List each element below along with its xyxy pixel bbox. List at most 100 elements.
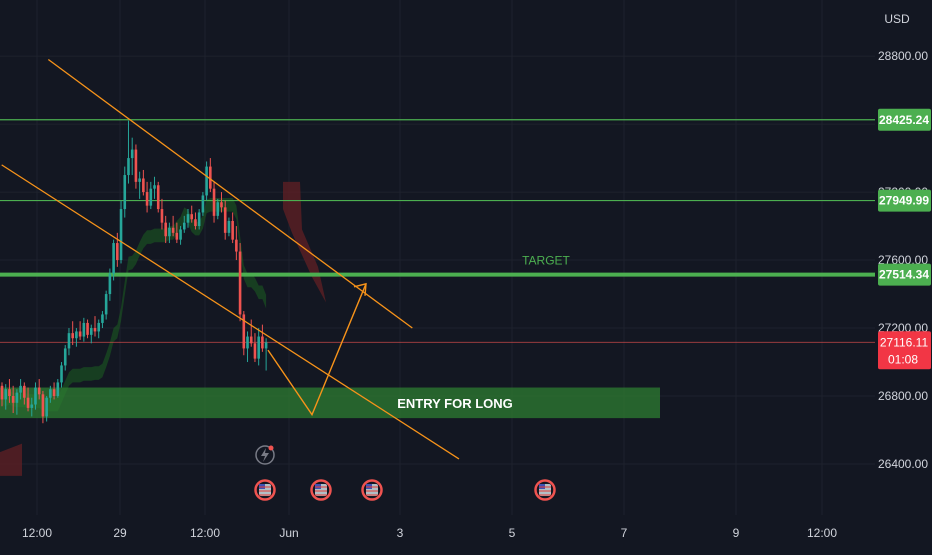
- candle[interactable]: [246, 331, 249, 363]
- candle[interactable]: [220, 192, 223, 213]
- lightning-glyph: [261, 448, 269, 462]
- candle[interactable]: [37, 379, 41, 400]
- candle[interactable]: [249, 319, 253, 347]
- lightning-icon[interactable]: [255, 445, 275, 465]
- candle[interactable]: [67, 328, 71, 356]
- candle[interactable]: [108, 268, 112, 301]
- candle[interactable]: [56, 379, 60, 398]
- candle[interactable]: [242, 311, 246, 356]
- candle[interactable]: [75, 328, 78, 347]
- candle[interactable]: [138, 171, 141, 199]
- candle[interactable]: [264, 338, 268, 371]
- target-label: TARGET: [522, 254, 570, 268]
- candle[interactable]: [78, 321, 82, 340]
- candle[interactable]: [15, 389, 19, 415]
- candle[interactable]: [205, 161, 208, 201]
- candle[interactable]: [261, 324, 264, 352]
- drawings: [1, 58, 460, 460]
- candle[interactable]: [194, 212, 197, 230]
- candle[interactable]: [63, 345, 67, 371]
- flag-us-icon[interactable]: [254, 479, 276, 501]
- candle[interactable]: [34, 382, 37, 410]
- candle[interactable]: [186, 209, 190, 228]
- candle[interactable]: [123, 166, 127, 218]
- candle-body: [71, 333, 74, 339]
- candle[interactable]: [119, 200, 123, 264]
- candle[interactable]: [171, 215, 175, 237]
- candle[interactable]: [216, 198, 220, 220]
- candle[interactable]: [49, 385, 52, 403]
- candle-body: [123, 175, 127, 210]
- candle[interactable]: [101, 311, 104, 329]
- candle[interactable]: [26, 387, 30, 412]
- candle[interactable]: [112, 239, 115, 281]
- candle[interactable]: [45, 396, 48, 422]
- candle[interactable]: [60, 362, 63, 388]
- candle[interactable]: [89, 324, 93, 344]
- candle[interactable]: [160, 198, 164, 230]
- candle[interactable]: [238, 243, 242, 322]
- candle[interactable]: [175, 222, 179, 244]
- candle[interactable]: [23, 382, 26, 405]
- candle[interactable]: [235, 226, 238, 261]
- candle-body: [261, 336, 264, 349]
- flag-us-icon[interactable]: [361, 479, 383, 501]
- x-tick-label: 7: [621, 526, 628, 540]
- candle[interactable]: [41, 390, 45, 424]
- candle[interactable]: [168, 222, 171, 244]
- candle-body: [15, 392, 19, 403]
- candle[interactable]: [97, 319, 101, 339]
- candle[interactable]: [156, 181, 160, 213]
- candle[interactable]: [164, 215, 167, 244]
- channel-upper-line[interactable]: [47, 58, 413, 329]
- level-price-label-text: 28425.24: [879, 113, 929, 127]
- projection-path[interactable]: [267, 283, 367, 417]
- candle-body: [60, 365, 63, 383]
- entry-zone-box[interactable]: [0, 387, 660, 419]
- flag-us-icon[interactable]: [534, 479, 556, 501]
- candle[interactable]: [197, 209, 201, 230]
- x-tick-label: 5: [509, 526, 516, 540]
- candle[interactable]: [253, 333, 257, 363]
- candle-body: [138, 178, 141, 182]
- candle[interactable]: [52, 382, 56, 400]
- candle[interactable]: [86, 319, 89, 339]
- candle[interactable]: [30, 397, 34, 417]
- candle[interactable]: [130, 137, 134, 176]
- candle[interactable]: [0, 382, 4, 407]
- candle[interactable]: [149, 181, 153, 210]
- channel-lower-line[interactable]: [1, 164, 460, 460]
- candle-body: [63, 348, 67, 366]
- flag-us-icon[interactable]: [310, 479, 332, 501]
- candle[interactable]: [223, 200, 227, 240]
- candle[interactable]: [71, 321, 74, 346]
- candle[interactable]: [179, 226, 182, 245]
- candle[interactable]: [209, 158, 212, 193]
- candle[interactable]: [257, 328, 260, 366]
- candle[interactable]: [4, 384, 8, 410]
- candle-body: [257, 336, 260, 359]
- candle[interactable]: [82, 317, 86, 342]
- candle[interactable]: [212, 181, 216, 223]
- candle[interactable]: [11, 385, 15, 414]
- candle[interactable]: [190, 205, 194, 223]
- candle[interactable]: [182, 215, 186, 233]
- level-price-label-text: 27514.34: [879, 268, 929, 282]
- candle[interactable]: [201, 192, 205, 216]
- candle[interactable]: [104, 290, 108, 320]
- alert-dot: [268, 445, 274, 451]
- candle[interactable]: [134, 144, 138, 189]
- candle[interactable]: [145, 181, 149, 213]
- candle[interactable]: [231, 212, 234, 244]
- candle[interactable]: [142, 169, 145, 196]
- candle-body: [238, 251, 242, 315]
- candle[interactable]: [227, 217, 231, 237]
- candle[interactable]: [127, 120, 130, 184]
- candle[interactable]: [8, 379, 11, 403]
- candle[interactable]: [153, 176, 156, 199]
- candle-body: [197, 212, 201, 227]
- candle[interactable]: [93, 316, 97, 337]
- candle[interactable]: [19, 379, 22, 400]
